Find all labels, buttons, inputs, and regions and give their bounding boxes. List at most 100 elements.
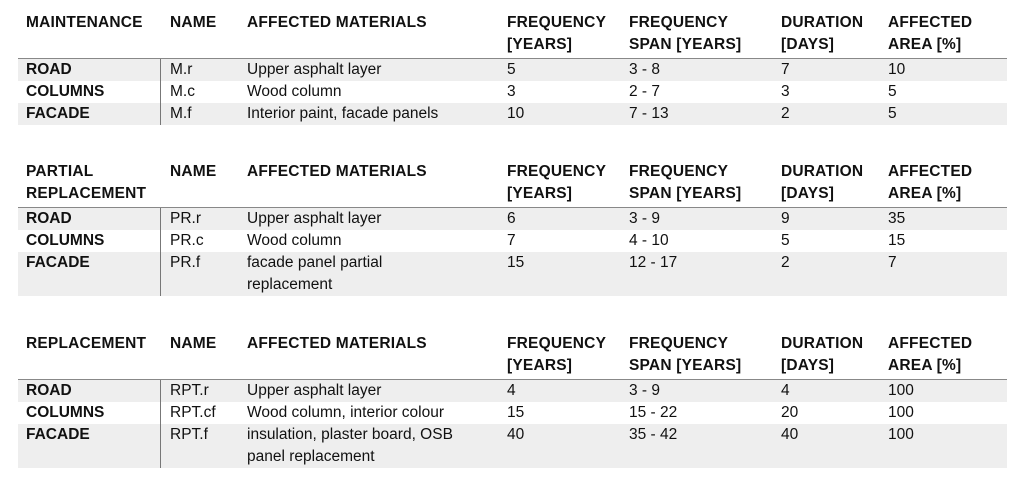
cell-frequency-span: 3 - 9 [629,382,661,399]
header-frequency-span: FREQUENCY SPAN [YEARS] [629,14,742,53]
cell-affected-materials: Wood column [247,83,342,100]
table-row: ROAD RPT.r Upper asphalt layer 4 3 - 9 4 100 [18,380,1007,402]
header-duration: DURATION [DAYS] [781,14,864,53]
cell-name: RPT.f [170,426,208,443]
cell-duration: 4 [781,382,790,399]
table-header-row: MAINTENANCE NAME AFFECTED MATERIALS FREQUEN… [18,12,1007,58]
cell-frequency: 4 [507,382,516,399]
cell-affected-materials: Upper asphalt layer [247,210,382,227]
header-affected-materials: AFFECTED MATERIALS [247,14,427,31]
cell-frequency: 40 [507,426,525,443]
table-row: FACADE M.f Interior paint, facade panels 10… [18,103,1007,125]
header-duration: DURATION [DAYS] [781,335,864,374]
column-divider [160,59,161,125]
cell-category: COLUMNS [26,404,105,421]
cell-name: RPT.r [170,382,209,399]
cell-duration: 7 [781,61,790,78]
cell-name: PR.f [170,254,201,271]
cell-affected-materials: insulation, plaster board, OSB panel repl… [247,426,453,465]
table-row: FACADE PR.f facade panel partial replacemen… [18,252,1007,296]
column-divider [160,380,161,468]
cell-frequency: 6 [507,210,516,227]
cell-duration: 9 [781,210,790,227]
cell-duration: 2 [781,105,790,122]
header-frequency: FREQUENCY [YEARS] [507,163,607,202]
cell-affected-materials: Upper asphalt layer [247,61,382,78]
cell-affected-materials: facade panel partial replacement [247,254,383,293]
header-divider [18,58,1007,59]
cell-frequency: 15 [507,254,525,271]
header-affected-materials: AFFECTED MATERIALS [247,335,427,352]
cell-affected-area: 5 [888,105,897,122]
cell-category: FACADE [26,254,90,271]
header-frequency-span: FREQUENCY SPAN [YEARS] [629,335,742,374]
header-affected-area: AFFECTED AREA [%] [888,14,973,53]
cell-affected-materials: Wood column, interior colour [247,404,444,421]
cell-duration: 40 [781,426,799,443]
column-divider [160,208,161,296]
cell-category: ROAD [26,210,72,227]
header-category: PARTIAL REPLACEMENT [26,163,147,202]
header-affected-area: AFFECTED AREA [%] [888,335,973,374]
header-duration: DURATION [DAYS] [781,163,864,202]
cell-category: COLUMNS [26,83,105,100]
table-header-row: REPLACEMENT NAME AFFECTED MATERIALS FREQUEN… [18,333,1007,379]
header-divider [18,207,1007,208]
table-row: COLUMNS RPT.cf Wood column, interior colou… [18,402,1007,424]
cell-affected-area: 35 [888,210,906,227]
cell-name: M.r [170,61,193,78]
header-category: REPLACEMENT [26,335,147,352]
cell-duration: 5 [781,232,790,249]
cell-frequency-span: 3 - 8 [629,61,661,78]
cell-name: PR.c [170,232,204,249]
header-affected-area: AFFECTED AREA [%] [888,163,973,202]
cell-frequency-span: 2 - 7 [629,83,661,100]
cell-affected-area: 15 [888,232,906,249]
cell-affected-area: 5 [888,83,897,100]
cell-affected-materials: Wood column [247,232,342,249]
cell-category: FACADE [26,105,90,122]
cell-frequency-span: 3 - 9 [629,210,661,227]
table-row: COLUMNS M.c Wood column 3 2 - 7 3 5 [18,81,1007,103]
cell-frequency: 15 [507,404,525,421]
header-frequency: FREQUENCY [YEARS] [507,335,607,374]
header-category: MAINTENANCE [26,14,143,31]
cell-frequency-span: 15 - 22 [629,404,678,421]
cell-affected-area: 10 [888,61,906,78]
cell-name: M.c [170,83,195,100]
cell-affected-materials: Upper asphalt layer [247,382,382,399]
cell-duration: 3 [781,83,790,100]
header-frequency-span: FREQUENCY SPAN [YEARS] [629,163,742,202]
header-affected-materials: AFFECTED MATERIALS [247,163,427,180]
cell-frequency-span: 12 - 17 [629,254,678,271]
cell-category: FACADE [26,426,90,443]
cell-category: ROAD [26,61,72,78]
cell-frequency: 10 [507,105,525,122]
table-header-row: PARTIAL REPLACEMENT NAME AFFECTED MATERIALS… [18,161,1007,207]
cell-affected-area: 100 [888,404,914,421]
cell-affected-materials: Interior paint, facade panels [247,105,439,122]
header-name: NAME [170,14,217,31]
cell-name: M.f [170,105,192,122]
table-row: ROAD PR.r Upper asphalt layer 6 3 - 9 9 35 [18,208,1007,230]
cell-frequency-span: 4 - 10 [629,232,669,249]
cell-frequency: 7 [507,232,516,249]
cell-affected-area: 100 [888,382,914,399]
table-row: ROAD M.r Upper asphalt layer 5 3 - 8 7 10 [18,59,1007,81]
cell-frequency: 3 [507,83,516,100]
table-row: COLUMNS PR.c Wood column 7 4 - 10 5 15 [18,230,1007,252]
cell-duration: 20 [781,404,799,421]
cell-category: COLUMNS [26,232,105,249]
cell-name: PR.r [170,210,201,227]
cell-frequency-span: 35 - 42 [629,426,678,443]
cell-affected-area: 100 [888,426,914,443]
header-frequency: FREQUENCY [YEARS] [507,14,607,53]
header-divider [18,379,1007,380]
header-name: NAME [170,163,217,180]
cell-affected-area: 7 [888,254,897,271]
cell-frequency: 5 [507,61,516,78]
cell-duration: 2 [781,254,790,271]
header-name: NAME [170,335,217,352]
cell-category: ROAD [26,382,72,399]
cell-frequency-span: 7 - 13 [629,105,669,122]
